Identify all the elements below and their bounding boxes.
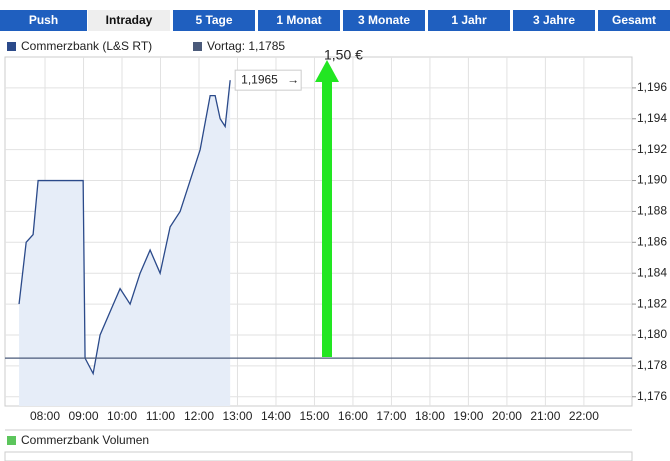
tab[interactable] bbox=[258, 10, 340, 31]
legend-swatch bbox=[7, 436, 16, 445]
y-tick-label: 1,190 bbox=[637, 173, 667, 187]
tab-label[interactable]: 1 Monat bbox=[276, 13, 321, 27]
y-tick-label: 1,196 bbox=[637, 80, 667, 94]
y-tick-label: 1,186 bbox=[637, 234, 667, 248]
y-tick-label: 1,178 bbox=[637, 358, 667, 372]
x-tick-label: 12:00 bbox=[184, 409, 214, 423]
tab-label[interactable]: 1 Jahr bbox=[451, 13, 487, 27]
x-tick-label: 19:00 bbox=[453, 409, 483, 423]
plot bbox=[5, 80, 632, 406]
tab-label[interactable]: Push bbox=[29, 13, 58, 27]
legend-label: Commerzbank (L&S RT) bbox=[21, 39, 152, 53]
y-tick-label: 1,188 bbox=[637, 204, 667, 218]
x-tick-label: 15:00 bbox=[299, 409, 329, 423]
tab-label[interactable]: Intraday bbox=[106, 13, 153, 27]
arrow-label: 1,50 € bbox=[324, 47, 363, 63]
x-tick-label: 11:00 bbox=[146, 409, 175, 423]
y-tick-label: 1,180 bbox=[637, 327, 667, 341]
tab[interactable] bbox=[343, 10, 425, 31]
tab[interactable] bbox=[173, 10, 255, 31]
legend-swatch bbox=[193, 42, 202, 51]
x-tick-label: 20:00 bbox=[492, 409, 522, 423]
x-tick-label: 22:00 bbox=[569, 409, 599, 423]
tab[interactable] bbox=[428, 10, 510, 31]
y-tick-label: 1,192 bbox=[637, 142, 667, 156]
x-tick-label: 18:00 bbox=[415, 409, 445, 423]
tab-label[interactable]: 3 Monate bbox=[358, 13, 410, 27]
price-line bbox=[18, 80, 231, 376]
legend-label: Vortag: 1,1785 bbox=[207, 39, 285, 53]
price-label-box bbox=[234, 69, 302, 91]
volume-frame bbox=[4, 451, 633, 461]
tab[interactable] bbox=[0, 10, 87, 31]
price-label: 1,1965 bbox=[241, 72, 278, 86]
x-tick-label: 09:00 bbox=[69, 409, 99, 423]
price-label-arrow: → bbox=[287, 72, 299, 86]
y-tick-label: 1,182 bbox=[637, 296, 667, 310]
x-tick-label: 16:00 bbox=[338, 409, 368, 423]
area bbox=[19, 80, 231, 406]
legend-swatch bbox=[7, 42, 16, 51]
x-tick-label: 17:00 bbox=[376, 409, 406, 423]
x-tick-label: 21:00 bbox=[530, 409, 560, 423]
x-tick-label: 08:00 bbox=[30, 409, 60, 423]
y-tick-label: 1,176 bbox=[637, 389, 667, 403]
tab[interactable] bbox=[88, 10, 170, 31]
arrow bbox=[315, 60, 339, 357]
tab-label[interactable]: Gesamt bbox=[612, 13, 656, 27]
x-tick-label: 13:00 bbox=[222, 409, 252, 423]
tab[interactable] bbox=[513, 10, 595, 31]
x-tick-label: 14:00 bbox=[261, 409, 291, 423]
y-tick-label: 1,194 bbox=[637, 111, 667, 125]
x-tick-label: 10:00 bbox=[107, 409, 137, 423]
tab-label[interactable]: 3 Jahre bbox=[533, 13, 575, 27]
tab-bar: Push Intraday 5 Tage 1 Monat 3 Monate 1 Jahr 3… bbox=[0, 10, 670, 31]
tab[interactable] bbox=[598, 10, 670, 31]
legend-label: Commerzbank Volumen bbox=[21, 433, 149, 447]
y-tick-label: 1,184 bbox=[637, 265, 667, 279]
tab-label[interactable]: 5 Tage bbox=[195, 13, 232, 27]
